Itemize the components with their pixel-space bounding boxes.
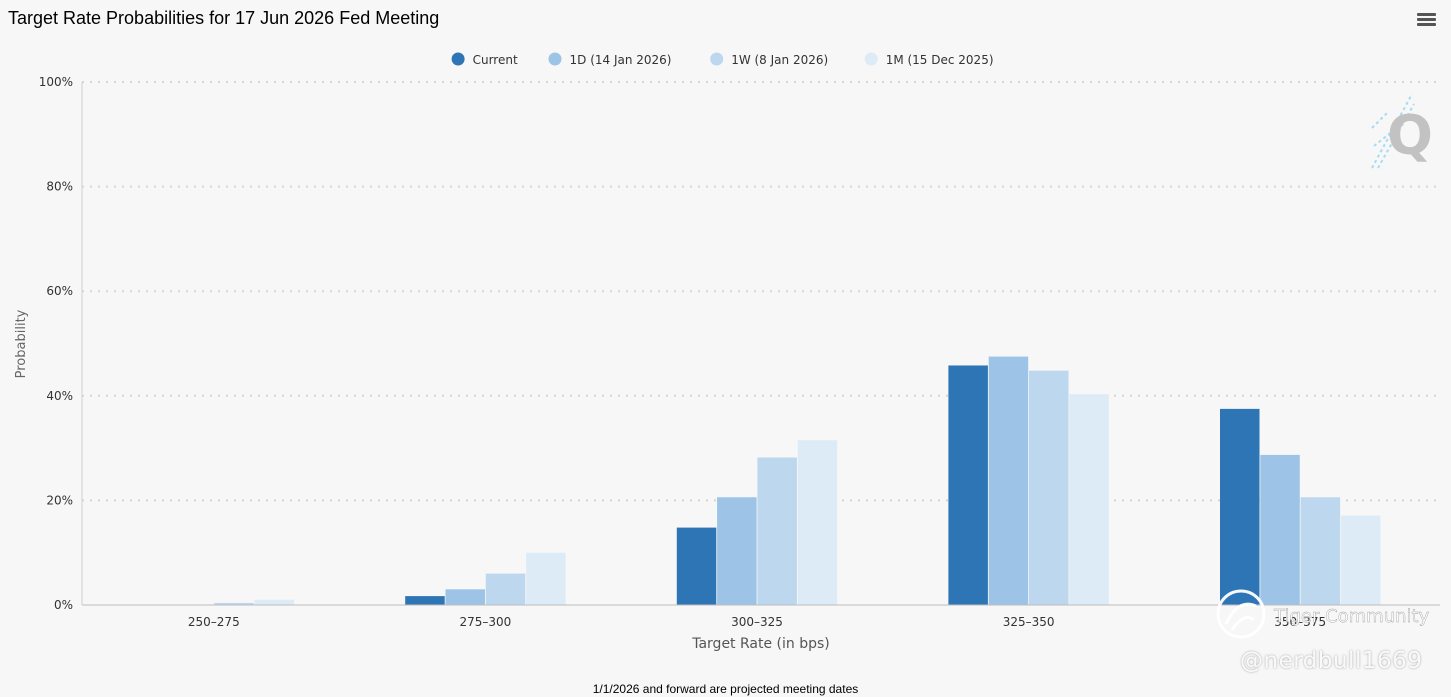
logo-stripes (1371, 93, 1415, 169)
legend-label: 1W (8 Jan 2026) (731, 53, 828, 67)
bar-1d-300-325[interactable] (717, 497, 757, 605)
tiger-community-watermark: Tiger Community (1216, 589, 1430, 639)
bar-1m-325-350[interactable] (1069, 394, 1109, 605)
y-axis-title: Probability (14, 309, 29, 378)
bar-current-275-300[interactable] (405, 596, 445, 605)
bars (214, 356, 1381, 605)
legend-label: 1D (14 Jan 2026) (570, 53, 672, 67)
legend-item-1m[interactable]: 1M (15 Dec 2025) (864, 52, 994, 68)
tiger-logo-stroke (1224, 602, 1257, 631)
x-tick-label: 300–325 (731, 615, 783, 629)
legend-marker (710, 52, 724, 66)
y-tick-label: 100% (39, 75, 73, 89)
bar-1m-350-375[interactable] (1340, 515, 1381, 605)
bar-1w-275-300[interactable] (485, 573, 526, 605)
y-tick-label: 20% (46, 493, 73, 507)
bar-1w-300-325[interactable] (757, 457, 797, 605)
bar-1m-300-325[interactable] (797, 440, 838, 605)
y-tick-label: 60% (46, 284, 73, 298)
legend-item-current[interactable]: Current (451, 52, 518, 68)
bar-current-300-325[interactable] (676, 527, 717, 605)
bar-1w-325-350[interactable] (1029, 370, 1069, 605)
legend-marker (864, 52, 878, 66)
watermark-handle: @nerdbull1669 (1240, 648, 1423, 674)
legend-marker (548, 52, 562, 66)
page-title: Target Rate Probabilities for 17 Jun 202… (8, 8, 440, 28)
hamburger-menu-icon[interactable] (1413, 11, 1439, 33)
y-axis-ticks: 0% 20% 40% 60% 80% 100% (39, 75, 73, 612)
bar-1m-250-275[interactable] (254, 599, 295, 605)
x-tick-label: 275–300 (459, 615, 511, 629)
bar-current-350-375[interactable] (1220, 408, 1260, 605)
bar-1d-350-375[interactable] (1260, 454, 1300, 605)
legend: Current 1D (14 Jan 2026) 1W (8 Jan 2026) 1M… (451, 52, 994, 68)
legend-label: Current (473, 53, 518, 67)
x-tick-label: 325–350 (1003, 615, 1055, 629)
x-axis-ticks: 250–275 275–300 300–325 325–350 350–375 (188, 615, 1326, 629)
menu-line (1416, 13, 1436, 16)
tiger-logo-icon (1216, 589, 1266, 639)
legend-label: 1M (15 Dec 2025) (886, 53, 994, 67)
legend-item-1w[interactable]: 1W (8 Jan 2026) (710, 52, 828, 68)
menu-line (1416, 18, 1436, 21)
menu-line (1416, 23, 1436, 26)
bar-1m-275-300[interactable] (526, 552, 566, 605)
footnote: 1/1/2026 and forward are projected meeti… (592, 682, 859, 696)
bar-current-325-350[interactable] (948, 365, 988, 605)
y-tick-label: 40% (46, 389, 73, 403)
y-tick-label: 80% (46, 180, 73, 194)
bar-1w-350-375[interactable] (1300, 497, 1341, 605)
x-tick-label: 250–275 (188, 615, 240, 629)
x-tick-label: 350–375 (1274, 615, 1326, 629)
legend-item-1d[interactable]: 1D (14 Jan 2026) (548, 52, 672, 68)
logo-watermark: Q (1371, 93, 1433, 169)
legend-marker (451, 52, 465, 66)
tiger-community-text: Tiger Community (1273, 606, 1430, 627)
x-axis-title: Target Rate (in bps) (691, 636, 830, 652)
bar-1w-250-275[interactable] (214, 602, 254, 605)
bar-1d-325-350[interactable] (988, 356, 1029, 605)
bar-1d-275-300[interactable] (445, 589, 486, 605)
y-tick-label: 0% (54, 598, 73, 612)
logo-letter: Q (1387, 104, 1433, 167)
